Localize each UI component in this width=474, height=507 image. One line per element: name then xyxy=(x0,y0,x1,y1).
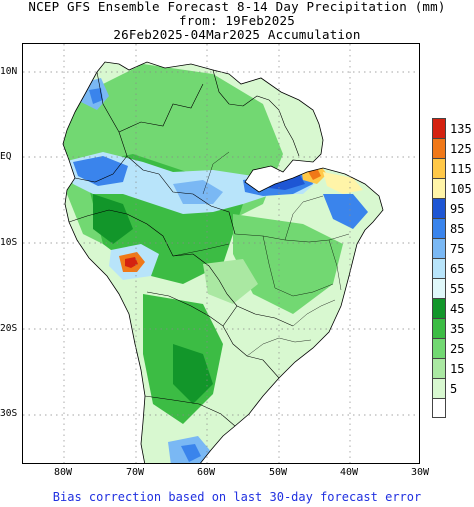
legend-swatch xyxy=(432,278,446,298)
legend-label: 125 xyxy=(450,142,472,156)
lon-label-30w: 30W xyxy=(410,467,430,478)
legend-label: 115 xyxy=(450,162,472,176)
accumulation-period: 26Feb2025-04Mar2025 Accumulation xyxy=(113,27,361,42)
legend-swatch xyxy=(432,318,446,338)
legend-label: 105 xyxy=(450,182,472,196)
legend-swatch xyxy=(432,338,446,358)
precip-cell-colombia-core xyxy=(89,88,103,104)
precip-cell-south-85mm xyxy=(181,444,201,462)
lon-label-70w: 70W xyxy=(125,467,145,478)
lon-label-40w: 40W xyxy=(339,467,359,478)
country-borders xyxy=(68,69,300,427)
legend-label: 85 xyxy=(450,222,465,236)
legend-label: 75 xyxy=(450,242,465,256)
precip-zone-east-25mm xyxy=(233,214,343,314)
lon-label-60w: 60W xyxy=(196,467,216,478)
lon-label-50w: 50W xyxy=(268,467,288,478)
precip-cell-75mm xyxy=(173,180,223,204)
legend-label: 135 xyxy=(450,122,472,136)
legend-swatch xyxy=(432,238,446,258)
precip-zone-south-45mm xyxy=(173,344,213,404)
legend-swatch xyxy=(432,198,446,218)
lat-label-30s: 30S xyxy=(0,408,18,419)
lat-label-eq: EQ xyxy=(0,151,12,162)
precip-zone-15mm xyxy=(203,259,258,304)
bias-correction-note: Bias correction based on last 30-day for… xyxy=(52,490,422,504)
precipitation-map xyxy=(22,43,420,464)
lat-label-20s: 20S xyxy=(0,323,18,334)
precip-cell-85mm-west xyxy=(73,156,128,186)
legend-label: 55 xyxy=(450,282,465,296)
legend-label: 25 xyxy=(450,342,465,356)
precip-cell-ne-85mm xyxy=(323,194,368,229)
legend-swatch xyxy=(432,378,446,398)
map-title: NCEP GFS Ensemble Forecast 8-14 Day Prec… xyxy=(28,0,446,14)
legend-swatch xyxy=(432,398,446,418)
lon-label-80w: 80W xyxy=(53,467,73,478)
lat-label-10n: 10N xyxy=(0,66,18,77)
legend-label: 5 xyxy=(450,382,458,396)
legend-swatch xyxy=(432,358,446,378)
lat-label-10s: 10S xyxy=(0,237,18,248)
legend-swatch xyxy=(432,158,446,178)
legend-swatch xyxy=(432,178,446,198)
state-borders xyxy=(172,151,350,357)
precip-max-105mm xyxy=(323,172,363,194)
legend-swatch xyxy=(432,298,446,318)
legend-swatch xyxy=(432,138,446,158)
legend-label: 35 xyxy=(450,322,465,336)
legend-swatch xyxy=(432,258,446,278)
legend-label: 65 xyxy=(450,262,465,276)
map-canvas xyxy=(23,44,419,463)
precip-peak-135mm xyxy=(125,257,138,268)
legend-swatch xyxy=(432,118,446,138)
precip-zone-west-45mm xyxy=(93,194,133,244)
forecast-init-date: from: 19Feb2025 xyxy=(179,13,295,28)
graticule xyxy=(23,44,419,463)
legend-label: 45 xyxy=(450,302,465,316)
legend-label: 15 xyxy=(450,362,465,376)
legend-swatch xyxy=(432,218,446,238)
legend-label: 95 xyxy=(450,202,465,216)
